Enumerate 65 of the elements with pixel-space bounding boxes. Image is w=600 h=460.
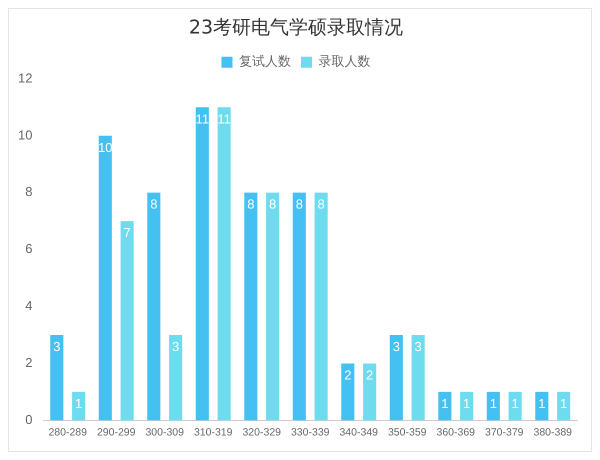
- legend-label: 复试人数: [239, 54, 291, 70]
- chart-title: 23考研电气学硕录取情况: [188, 16, 404, 38]
- bar: [438, 392, 452, 420]
- bar: [147, 192, 160, 420]
- x-tick-label: 330-339: [290, 426, 330, 439]
- data-label: 8: [296, 196, 303, 212]
- data-label: 3: [414, 339, 422, 354]
- data-label: 3: [172, 339, 180, 354]
- bar: [244, 192, 258, 420]
- bar: [98, 136, 112, 420]
- bar: [72, 392, 86, 420]
- bar: [120, 221, 134, 420]
- data-label: 1: [75, 396, 82, 412]
- bar: [557, 392, 570, 420]
- data-label: 11: [217, 111, 231, 126]
- data-label: 1: [560, 396, 568, 412]
- data-label: 1: [441, 396, 448, 412]
- x-tick-label: 380-389: [533, 426, 572, 439]
- x-tick-label: 360-369: [436, 426, 476, 439]
- bar: [266, 192, 280, 420]
- data-label: 7: [124, 225, 131, 240]
- x-tick-label: 290-299: [96, 426, 136, 439]
- bar: [412, 335, 425, 420]
- bar: [196, 107, 209, 420]
- data-label: 1: [512, 396, 519, 412]
- x-tick-label: 300-309: [145, 426, 184, 439]
- y-tick-label: 12: [18, 70, 32, 86]
- bar: [508, 392, 522, 420]
- y-tick-label: 2: [25, 355, 32, 370]
- bar: [292, 192, 306, 420]
- x-tick-label: 280-289: [48, 426, 88, 439]
- bar: [314, 192, 328, 420]
- x-tick-label: 370-379: [484, 426, 524, 439]
- data-label: 10: [98, 140, 113, 155]
- x-tick-label: 310-319: [194, 426, 233, 439]
- data-label: 8: [269, 196, 276, 212]
- data-label: 2: [344, 368, 352, 383]
- x-tick-label: 320-329: [242, 426, 282, 439]
- bar: [460, 392, 474, 420]
- y-tick-label: 4: [25, 298, 32, 314]
- data-label: 3: [53, 339, 60, 354]
- data-label: 8: [318, 196, 325, 212]
- bar: [486, 392, 500, 420]
- bar: [535, 392, 548, 420]
- bar: [50, 335, 64, 420]
- data-label: 3: [392, 339, 400, 354]
- y-tick-label: 8: [25, 184, 32, 200]
- data-label: 2: [366, 368, 374, 383]
- x-tick-label: 340-349: [339, 426, 378, 439]
- data-label: 1: [463, 396, 470, 412]
- y-tick-label: 0: [25, 412, 32, 427]
- bar: [218, 107, 231, 420]
- data-label: 8: [247, 196, 254, 212]
- bar: [341, 363, 354, 420]
- data-label: 1: [490, 396, 497, 412]
- y-tick-label: 10: [18, 127, 32, 142]
- y-tick-label: 6: [25, 241, 32, 256]
- bar: [363, 363, 376, 420]
- bar: [169, 335, 182, 420]
- bar: [390, 335, 403, 420]
- data-label: 8: [150, 196, 158, 212]
- legend-label: 录取人数: [318, 54, 370, 70]
- x-tick-label: 350-359: [388, 426, 427, 439]
- data-label: 11: [196, 111, 210, 126]
- data-label: 1: [538, 396, 546, 412]
